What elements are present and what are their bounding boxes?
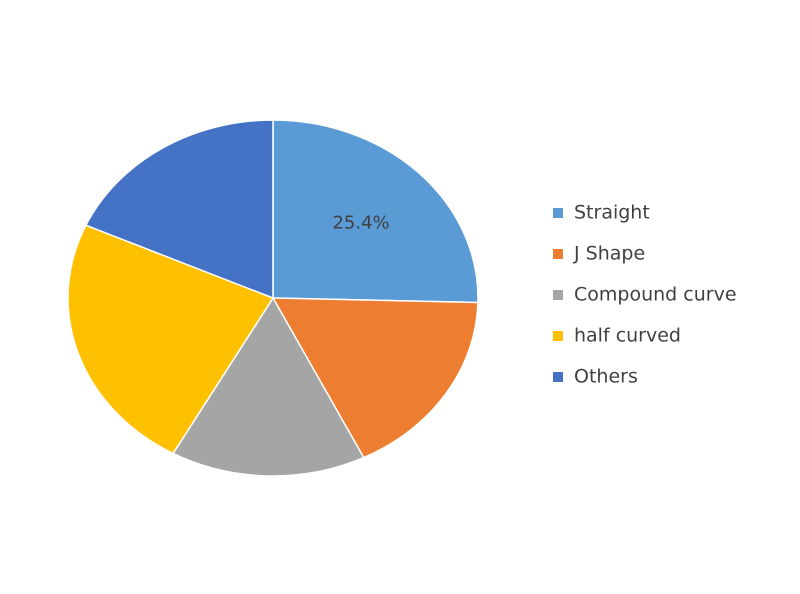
legend-swatch — [553, 249, 563, 259]
legend-swatch — [553, 372, 563, 382]
pie-slice — [272, 119, 479, 304]
legend-label: half curved — [574, 325, 681, 347]
legend-swatch — [553, 208, 563, 218]
legend-label: J Shape — [573, 243, 645, 265]
pie-slice — [67, 224, 275, 455]
pie-slice — [84, 119, 274, 300]
data-label: 25.4% — [332, 212, 389, 233]
legend-label: Compound curve — [574, 284, 737, 306]
legend-swatch — [553, 290, 563, 300]
pie-slice — [271, 297, 479, 459]
legend-label: Others — [574, 366, 638, 388]
pie-slice — [172, 296, 365, 477]
legend-label: Straight — [574, 202, 650, 224]
legend-swatch — [553, 331, 563, 341]
